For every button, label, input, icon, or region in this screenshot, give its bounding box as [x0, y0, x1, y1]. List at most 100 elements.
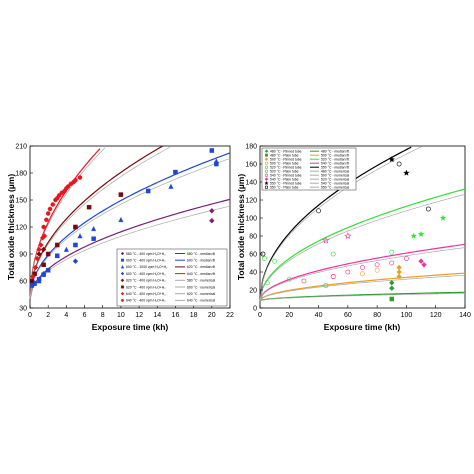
numerical-line: [259, 193, 466, 301]
data-point: [389, 296, 395, 302]
legend-marker: [121, 298, 124, 302]
legend-label: 620 °C - 400 vpm H₂O+H₂: [126, 279, 166, 283]
data-point: [425, 206, 431, 212]
legend-label: 600 °C - 1000 vpm H₂O+H₂: [126, 265, 168, 269]
legend-marker: [264, 180, 269, 186]
legend-label: 520 °C - median fit: [321, 158, 349, 162]
data-point: [209, 217, 215, 224]
numerical-line: [259, 247, 466, 301]
legend-label: 540 °C - Pinned tube: [270, 174, 302, 178]
data-point: [118, 216, 124, 223]
data-point: [389, 285, 395, 291]
legend-label: 550 °C - Pinned tube: [270, 182, 302, 186]
x-tick-label: 18: [190, 312, 198, 319]
legend-label: 480 °C - median fit: [321, 150, 349, 154]
y-tick-label: 20: [249, 287, 257, 294]
legend-marker: [264, 157, 269, 161]
x-axis-label: Exposure time (kh): [324, 322, 401, 332]
y-tick-label: 160: [245, 161, 257, 168]
legend-label: 620 °C - numerical: [187, 292, 215, 296]
data-point: [404, 256, 409, 261]
legend-label: 480 °C - numerical: [321, 170, 349, 174]
legend-label: 550 °C - median fit: [321, 166, 349, 170]
numerical-line: [259, 146, 422, 301]
y-tick-label: 60: [19, 278, 27, 285]
legend-marker: [264, 173, 269, 177]
data-point: [389, 260, 395, 266]
legend-marker: [120, 265, 125, 269]
data-point: [65, 184, 71, 189]
fit-lines: [29, 145, 231, 300]
x-ticks: 0 20 40 60 80 100 120 140: [258, 305, 471, 319]
data-point: [389, 280, 395, 286]
data-point: [91, 236, 96, 241]
x-tick-label: 12: [135, 312, 143, 319]
chart-left: 0 2 4 6 8 10 12 14 16 18 20 22 30 60 90 120 150 180 210 E…: [6, 143, 234, 332]
data-point: [316, 208, 321, 214]
legend-marker: [264, 185, 269, 189]
data-point: [73, 242, 78, 248]
legend-label: 640 °C - median fit: [187, 272, 215, 276]
legend-label: 600 °C - 400 vpm H₂O+H₂: [126, 259, 166, 263]
x-tick-label: 120: [430, 312, 442, 319]
legend-label: 520 °C - Plain tube: [270, 170, 299, 174]
median-fit-line: [259, 243, 466, 302]
legend-marker: [121, 285, 124, 289]
median-fit-line: [29, 145, 163, 300]
legend-label: 550 °C - Plain tube: [270, 186, 299, 190]
legend-label: 580 °C - numerical: [187, 279, 215, 283]
x-tick-label: 22: [226, 312, 234, 319]
x-tick-label: 2: [46, 312, 50, 319]
x-tick-label: 20: [285, 312, 293, 319]
data-point: [63, 246, 69, 252]
data-point: [322, 236, 330, 244]
data-point: [77, 233, 83, 239]
legend-box: [116, 248, 228, 307]
data-point: [264, 280, 270, 286]
data-point: [396, 273, 402, 280]
data-point: [56, 193, 62, 198]
data-point: [286, 276, 292, 282]
data-point: [360, 265, 365, 270]
y-tick-label: 120: [15, 224, 27, 231]
data-point: [36, 278, 42, 284]
data-point: [403, 169, 410, 176]
numerical-line: [29, 146, 171, 300]
y-tick-label: 100: [245, 215, 257, 222]
legend-lines: 580 °C - median fit 600 °C - median fit 62…: [175, 252, 215, 303]
data-point: [173, 169, 178, 175]
x-tick-label: 140: [459, 312, 471, 319]
data-point: [323, 283, 329, 288]
legend-markers: 580 °C - 400 vpm H₂O+H₂ 600 °C - 400 vpm …: [120, 251, 168, 303]
data-point: [388, 156, 395, 163]
median-fit-line: [259, 272, 466, 302]
data-point: [54, 252, 60, 259]
data-marks: [29, 148, 219, 288]
data-point: [209, 208, 215, 214]
data-point: [301, 278, 307, 284]
x-tick-label: 40: [315, 312, 323, 319]
x-tick-label: 0: [258, 312, 262, 319]
data-point: [417, 230, 425, 237]
y-ticks: 0 20 40 60 80 100 120 140 160 180: [245, 143, 263, 312]
data-point: [45, 211, 51, 216]
legend-label: 540 °C - numerical: [321, 182, 349, 186]
data-point: [72, 258, 79, 264]
data-point: [45, 251, 51, 257]
data-point: [86, 204, 92, 210]
data-point: [29, 273, 36, 280]
data-point: [360, 271, 365, 277]
data-point: [145, 188, 151, 194]
x-tick-label: 16: [172, 312, 180, 319]
x-tick-label: 10: [117, 312, 125, 319]
legend-label: 640 °C - 400 vpm H₂O+H₂: [126, 299, 166, 303]
legend-label: 480 °C - Plain tube: [270, 154, 299, 158]
y-ticks: 30 60 90 120 150 180 210: [15, 143, 33, 312]
legend-label: 500 °C - median fit: [321, 154, 349, 158]
legend-label: 550 °C - numerical: [321, 186, 349, 190]
data-point: [73, 224, 78, 230]
data-point: [118, 192, 124, 197]
legend-marker: [120, 271, 125, 276]
